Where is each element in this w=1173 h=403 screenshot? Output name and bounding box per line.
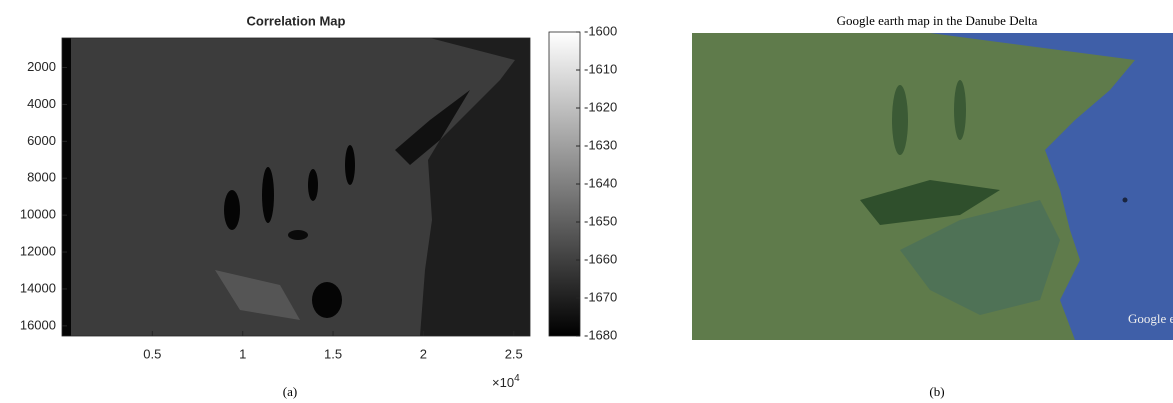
y-tick-label: 16000 xyxy=(20,317,56,332)
y-tick-label: 6000 xyxy=(27,133,56,148)
heatmap-image xyxy=(62,38,530,336)
colorbar-tick-label: -1680 xyxy=(584,327,617,342)
caption: (a) xyxy=(283,384,297,399)
satellite-photo xyxy=(692,33,1173,340)
x-scale-exponent: 4 xyxy=(514,373,520,384)
colorbar-tick-label: -1610 xyxy=(584,61,617,76)
y-tick-label: 8000 xyxy=(27,170,56,185)
x-tick-label: 2.5 xyxy=(505,346,523,361)
colorbar-tick-label: -1630 xyxy=(584,137,617,152)
y-tick-label: 12000 xyxy=(20,243,56,258)
figure: Correlation Map ×104 (a) Google earth ma… xyxy=(0,0,1173,403)
colorbar-tick-label: -1650 xyxy=(584,213,617,228)
colorbar-tick-label: -1640 xyxy=(584,175,617,190)
colorbar-tick-label: -1600 xyxy=(584,23,617,38)
caption: (b) xyxy=(929,384,944,399)
x-tick-label: 2 xyxy=(420,346,427,361)
y-tick-label: 10000 xyxy=(20,207,56,222)
x-tick-label: 0.5 xyxy=(143,346,161,361)
x-scale-label: ×104 xyxy=(492,373,520,391)
watermark: Google earth xyxy=(1128,311,1173,326)
x-scale-base: ×10 xyxy=(492,375,514,390)
chart-title: Correlation Map xyxy=(247,13,346,28)
colorbar-tick-label: -1670 xyxy=(584,289,617,304)
colorbar xyxy=(549,32,580,336)
y-tick-label: 14000 xyxy=(20,280,56,295)
y-tick-label: 2000 xyxy=(27,59,56,74)
y-tick-label: 4000 xyxy=(27,96,56,111)
x-tick-label: 1 xyxy=(239,346,246,361)
x-tick-label: 1.5 xyxy=(324,346,342,361)
colorbar-tick-label: -1620 xyxy=(584,99,617,114)
photo-title: Google earth map in the Danube Delta xyxy=(837,13,1038,28)
colorbar-tick-label: -1660 xyxy=(584,251,617,266)
